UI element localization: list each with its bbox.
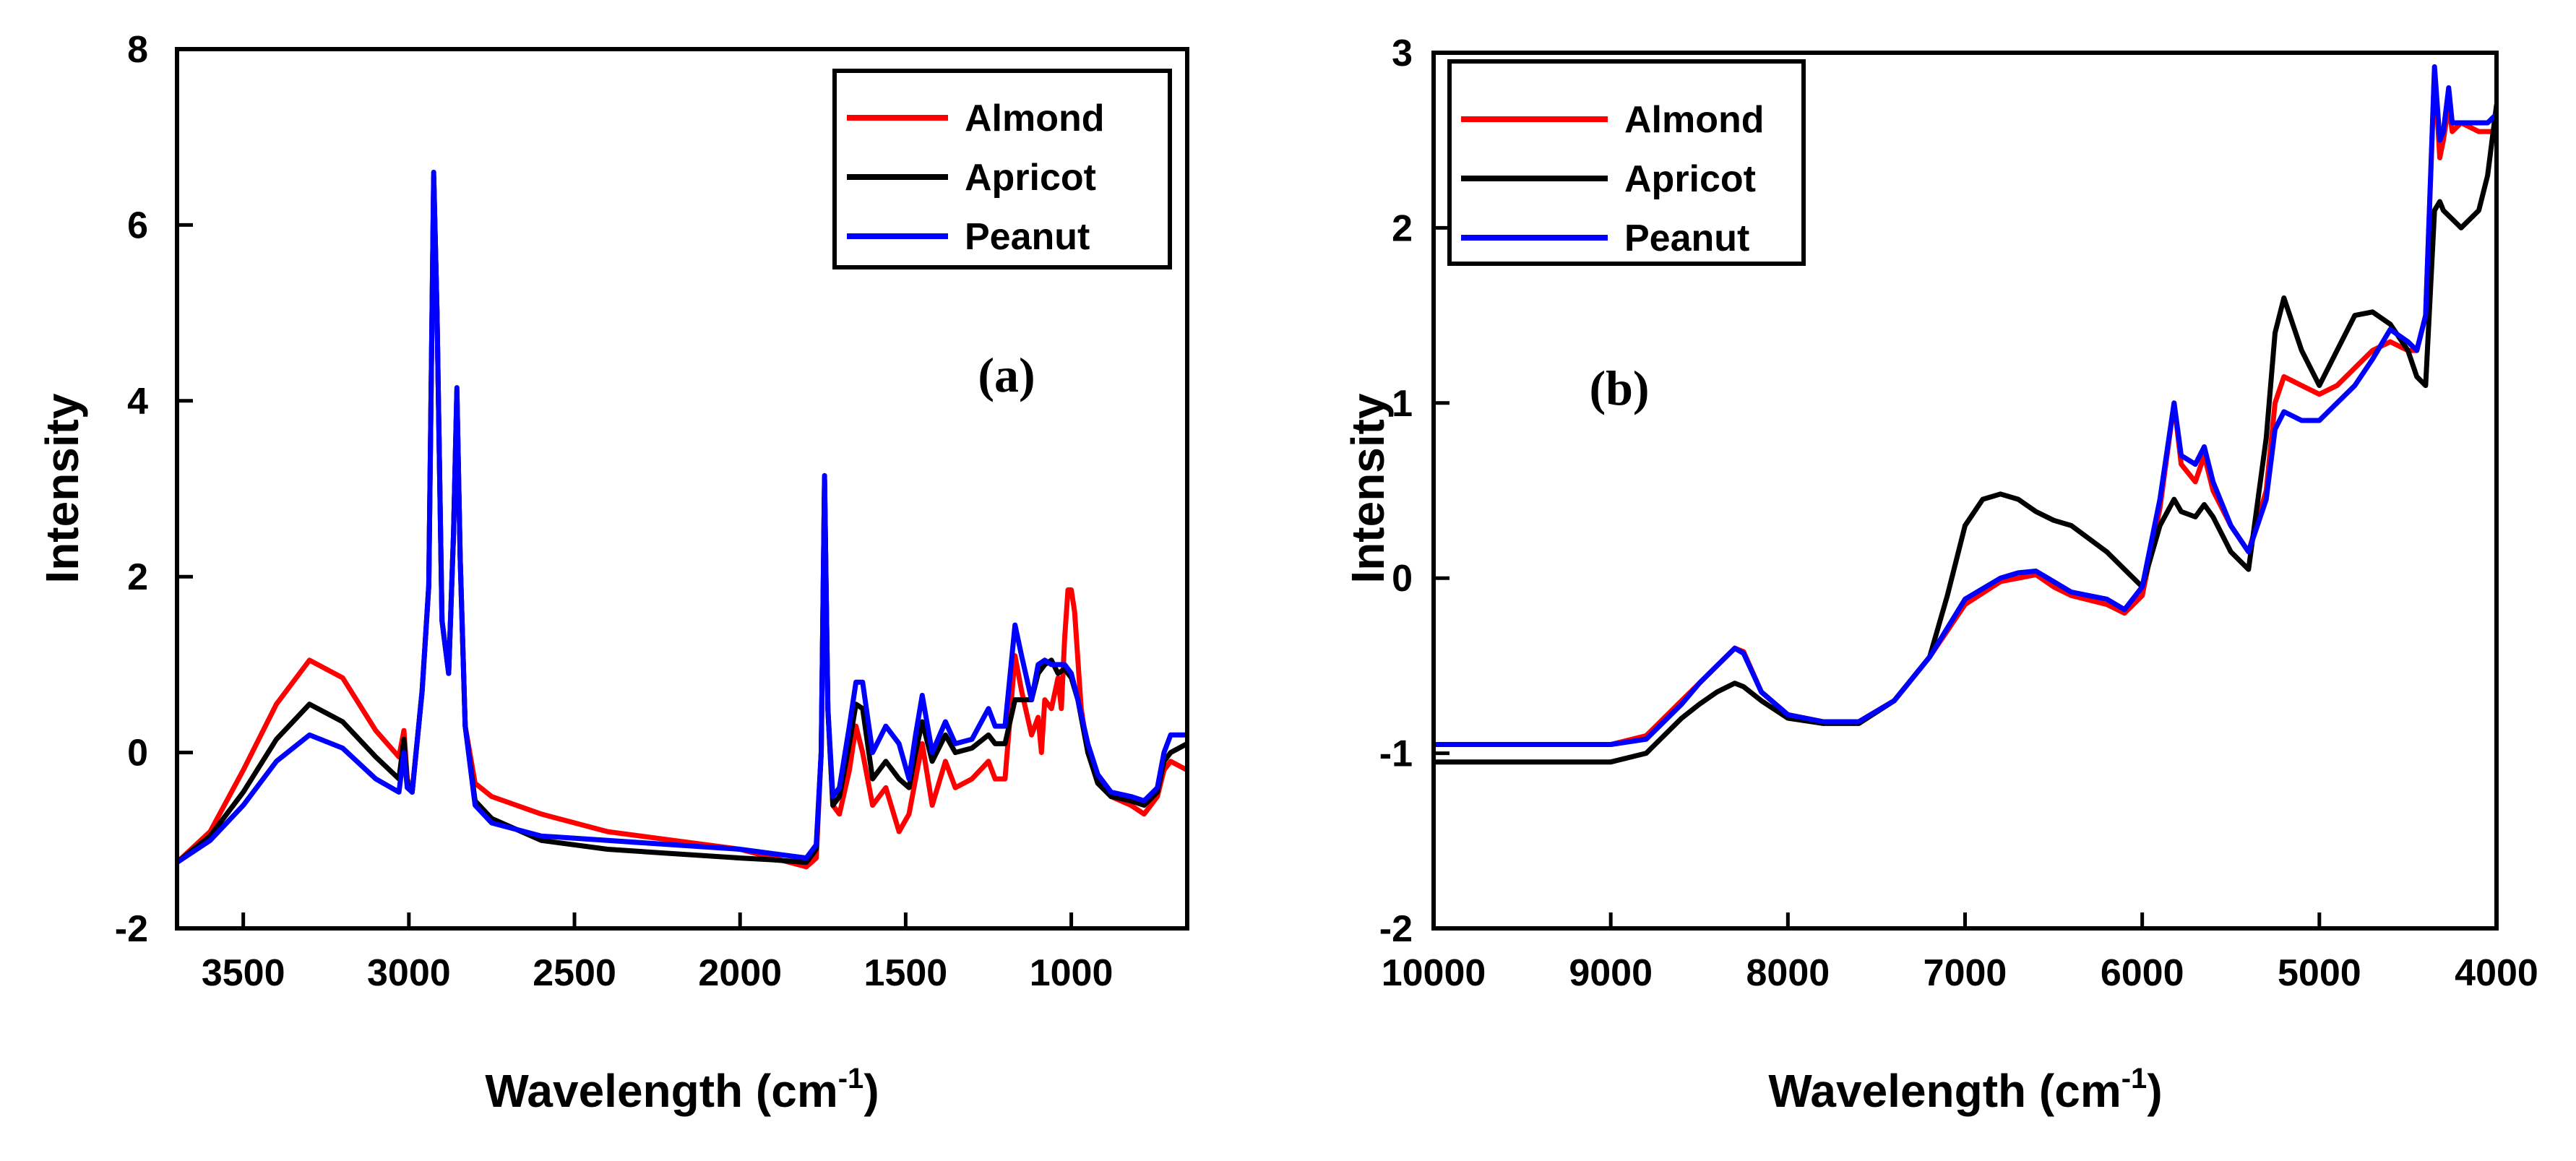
x-tick-label-b: 4000 bbox=[2455, 952, 2538, 994]
x-axis-a: 3500 3000 2500 2000 1500 1000 bbox=[202, 912, 1113, 994]
x-tick-label-a: 1500 bbox=[864, 952, 948, 994]
xlabel-b: Wavelength (cm-1) bbox=[1768, 1063, 2162, 1117]
legend-box-a bbox=[832, 69, 1172, 269]
y-tick-label-a: 6 bbox=[127, 204, 148, 246]
x-tick-label-a: 2500 bbox=[533, 952, 616, 994]
chart-panel-b: 10000 9000 8000 7000 6000 5000 4000 -2 -1 0 1 2 3 I… bbox=[1342, 33, 2538, 1117]
legend-label-almond-a: Almond bbox=[965, 98, 1105, 139]
legend-label-peanut-a: Peanut bbox=[965, 216, 1090, 258]
x-tick-label-a: 3500 bbox=[202, 952, 285, 994]
chart-panel-a: 3500 3000 2500 2000 1500 1000 -2 0 2 4 6 8 Intensi… bbox=[36, 29, 1189, 1117]
legend-entries-a: Almond Apricot Peanut bbox=[847, 98, 1105, 258]
legend-a: Almond Apricot Peanut bbox=[832, 69, 1172, 269]
x-tick-label-b: 8000 bbox=[1746, 952, 1830, 994]
x-tick-label-b: 5000 bbox=[2278, 952, 2361, 994]
ylabel-b: Intensity bbox=[1342, 393, 1394, 584]
panel-label-b: (b) bbox=[1589, 361, 1649, 415]
series-line-apricot-a bbox=[177, 174, 1187, 866]
x-tick-label-b: 7000 bbox=[1924, 952, 2007, 994]
x-tick-label-a: 1000 bbox=[1030, 952, 1113, 994]
x-tick-label-b: 6000 bbox=[2101, 952, 2184, 994]
y-tick-label-b: 0 bbox=[1392, 558, 1413, 600]
y-axis-a: -2 0 2 4 6 8 bbox=[115, 29, 193, 950]
plot-area-a bbox=[177, 169, 1187, 870]
y-tick-label-b: 1 bbox=[1392, 383, 1413, 425]
x-tick-label-a: 2000 bbox=[698, 952, 782, 994]
series-line-apricot-b bbox=[1434, 103, 2497, 765]
legend-b: Almond Apricot Peanut bbox=[1447, 59, 1806, 266]
y-tick-label-a: 8 bbox=[127, 29, 148, 71]
legend-label-apricot-a: Apricot bbox=[965, 157, 1096, 199]
xlabel-a: Wavelength (cm-1) bbox=[485, 1063, 879, 1117]
y-tick-label-a: 0 bbox=[127, 733, 148, 774]
y-tick-label-a: 2 bbox=[127, 556, 148, 598]
ylabel-a: Intensity bbox=[36, 393, 88, 584]
y-tick-label-b: -1 bbox=[1379, 733, 1413, 775]
series-line-peanut-b bbox=[1434, 64, 2497, 747]
plot-frame-a bbox=[175, 47, 1189, 931]
y-tick-label-b: -2 bbox=[1379, 908, 1413, 950]
series-line-almond-a bbox=[177, 174, 1187, 870]
series-line-peanut-a bbox=[177, 169, 1187, 866]
legend-label-apricot-b: Apricot bbox=[1624, 158, 1756, 200]
x-tick-label-b: 9000 bbox=[1569, 952, 1653, 994]
legend-label-peanut-b: Peanut bbox=[1624, 217, 1749, 259]
legend-box-b bbox=[1447, 59, 1806, 266]
x-tick-label-a: 3000 bbox=[367, 952, 451, 994]
panel-label-a: (a) bbox=[978, 348, 1035, 402]
x-axis-b: 10000 9000 8000 7000 6000 5000 4000 bbox=[1382, 912, 2538, 994]
y-tick-label-a: -2 bbox=[115, 908, 148, 950]
legend-entries-b: Almond Apricot Peanut bbox=[1461, 99, 1765, 259]
x-tick-label-b: 10000 bbox=[1382, 952, 1486, 994]
y-axis-b: -2 -1 0 1 2 3 bbox=[1379, 33, 1449, 950]
y-tick-label-a: 4 bbox=[127, 381, 148, 423]
y-tick-label-b: 2 bbox=[1392, 207, 1413, 249]
plot-area-b bbox=[1434, 64, 2497, 765]
y-tick-label-b: 3 bbox=[1392, 33, 1413, 74]
legend-label-almond-b: Almond bbox=[1624, 99, 1765, 141]
